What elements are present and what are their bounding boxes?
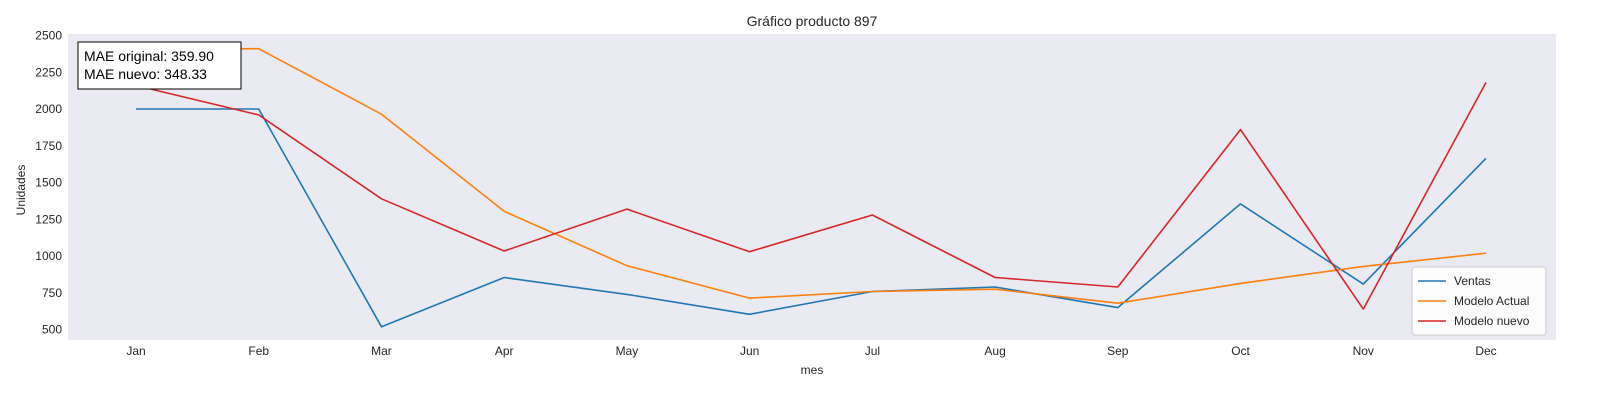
- series-line-modelo-actual: [135, 47, 1487, 305]
- y-tick-label-1500: 1500: [35, 176, 62, 190]
- x-axis-ticks: Jan Feb Mar Apr May Jun Jul Aug Sep Oct Nov Dec: [126, 344, 1496, 358]
- y-tick-label-2250: 2250: [35, 65, 62, 79]
- y-tick-label-750: 750: [42, 286, 62, 300]
- annotation-line-2: MAE nuevo: 348.33: [84, 66, 207, 82]
- x-tick-label-may: May: [616, 344, 639, 358]
- series-line-modelo-nuevo: [135, 82, 1487, 310]
- x-tick-label-oct: Oct: [1231, 344, 1250, 358]
- y-axis-label: Unidades: [14, 165, 28, 216]
- y-tick-label-2000: 2000: [35, 102, 62, 116]
- x-tick-label-jul: Jul: [865, 344, 880, 358]
- x-axis-label: mes: [801, 363, 824, 377]
- series-layer: [135, 47, 1487, 328]
- legend: Ventas Modelo Actual Modelo nuevo: [1411, 266, 1547, 336]
- x-tick-label-feb: Feb: [248, 344, 269, 358]
- series-line-ventas: [136, 108, 1487, 328]
- x-tick-label-sep: Sep: [1107, 344, 1129, 358]
- plot-area: [68, 34, 1556, 340]
- annotation-line-1: MAE original: 359.90: [84, 48, 214, 64]
- x-tick-label-jan: Jan: [126, 344, 145, 358]
- x-tick-label-apr: Apr: [495, 344, 514, 358]
- x-tick-label-aug: Aug: [984, 344, 1005, 358]
- y-axis-ticks: 500 750 1000 1250 1500 1750 2000 2250 2500: [35, 28, 62, 336]
- y-tick-label-500: 500: [42, 323, 62, 337]
- legend-label-modelo-actual: Modelo Actual: [1454, 294, 1529, 308]
- x-tick-label-nov: Nov: [1353, 344, 1374, 358]
- y-tick-label-1750: 1750: [35, 139, 62, 153]
- x-tick-label-jun: Jun: [740, 344, 759, 358]
- y-tick-label-2500: 2500: [35, 28, 62, 42]
- legend-label-ventas: Ventas: [1454, 274, 1491, 288]
- chart-title: Gráfico producto 897: [747, 13, 878, 29]
- mae-annotation: MAE original: 359.90 MAE nuevo: 348.33: [77, 41, 242, 90]
- y-tick-label-1250: 1250: [35, 212, 62, 226]
- x-tick-label-dec: Dec: [1475, 344, 1496, 358]
- legend-box: [1411, 266, 1547, 336]
- legend-label-modelo-nuevo: Modelo nuevo: [1454, 314, 1530, 328]
- annotation-box: [77, 41, 242, 90]
- x-tick-label-mar: Mar: [371, 344, 392, 358]
- y-tick-label-1000: 1000: [35, 249, 62, 263]
